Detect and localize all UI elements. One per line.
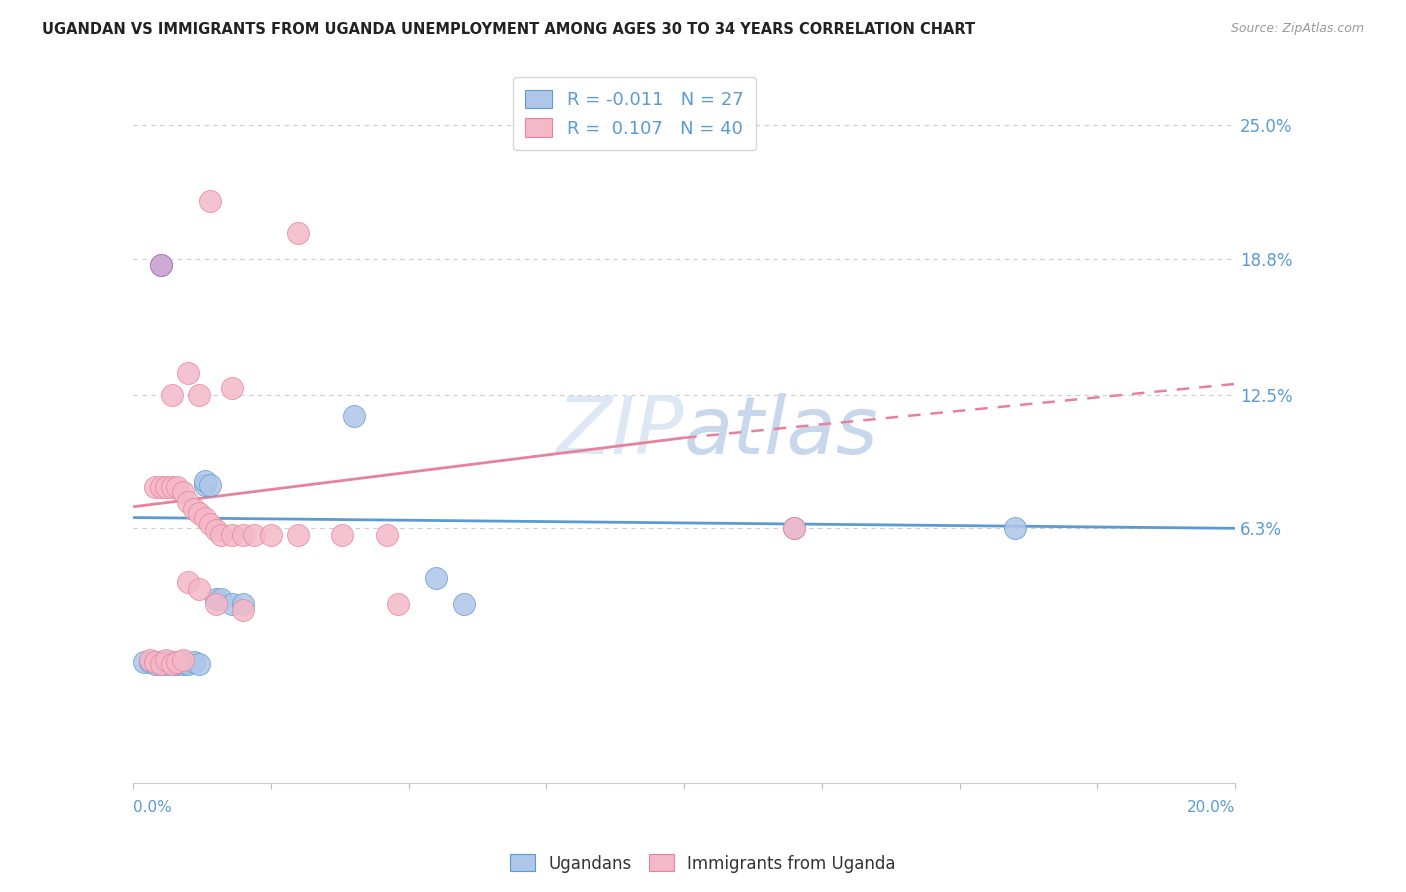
Point (188, 582, 211, 596)
Text: 20.0%: 20.0% (1187, 800, 1234, 815)
Point (172, 653, 194, 667)
Point (149, 655, 172, 669)
Point (149, 480, 172, 494)
Legend: R = -0.011   N = 27, R =  0.107   N = 40: R = -0.011 N = 27, R = 0.107 N = 40 (513, 78, 756, 150)
Text: UGANDAN VS IMMIGRANTS FROM UGANDA UNEMPLOYMENT AMONG AGES 30 TO 34 YEARS CORRELA: UGANDAN VS IMMIGRANTS FROM UGANDA UNEMPL… (42, 22, 976, 37)
Point (243, 528, 266, 542)
Point (155, 657, 177, 672)
Point (232, 528, 254, 542)
Legend: Ugandans, Immigrants from Uganda: Ugandans, Immigrants from Uganda (503, 847, 903, 880)
Point (155, 653, 177, 667)
Point (200, 478, 222, 492)
Point (209, 592, 232, 607)
Text: Source: ZipAtlas.com: Source: ZipAtlas.com (1230, 22, 1364, 36)
Point (143, 657, 166, 672)
Point (149, 657, 172, 672)
Point (209, 528, 232, 542)
Point (166, 657, 188, 672)
Point (425, 571, 447, 585)
Text: atlas: atlas (685, 393, 879, 471)
Point (332, 528, 354, 542)
Point (194, 510, 217, 524)
Point (1004, 521, 1026, 535)
Point (183, 502, 205, 516)
Text: 0.0%: 0.0% (134, 800, 172, 815)
Point (160, 655, 183, 669)
Point (188, 506, 211, 520)
Point (221, 381, 243, 395)
Point (149, 657, 172, 672)
Point (188, 387, 211, 401)
Point (194, 474, 217, 488)
Point (783, 521, 806, 535)
Point (260, 528, 283, 542)
Point (160, 480, 183, 494)
Point (177, 495, 200, 509)
Point (204, 597, 226, 611)
Point (177, 657, 200, 672)
Point (221, 597, 243, 611)
Point (143, 655, 166, 669)
Point (783, 521, 806, 535)
Text: ZIP: ZIP (557, 393, 685, 471)
Point (160, 657, 183, 672)
Point (172, 655, 194, 669)
Point (342, 409, 364, 424)
Point (155, 480, 177, 494)
Point (149, 258, 172, 272)
Point (177, 366, 200, 380)
Point (387, 597, 409, 611)
Point (134, 655, 156, 669)
Point (232, 597, 254, 611)
Point (155, 655, 177, 669)
Point (200, 194, 222, 208)
Point (287, 528, 309, 542)
Point (194, 478, 217, 492)
Point (172, 484, 194, 499)
Point (375, 528, 398, 542)
Point (188, 657, 211, 672)
Point (160, 387, 183, 401)
Point (138, 655, 160, 669)
Point (149, 258, 172, 272)
Point (166, 480, 188, 494)
Point (138, 653, 160, 667)
Point (453, 597, 475, 611)
Point (232, 603, 254, 617)
Point (160, 657, 183, 672)
Point (166, 655, 188, 669)
Point (204, 592, 226, 607)
Point (200, 516, 222, 531)
Point (183, 655, 205, 669)
Point (287, 226, 309, 240)
Point (172, 657, 194, 672)
Point (221, 528, 243, 542)
Point (204, 524, 226, 538)
Point (177, 575, 200, 590)
Point (143, 480, 166, 494)
